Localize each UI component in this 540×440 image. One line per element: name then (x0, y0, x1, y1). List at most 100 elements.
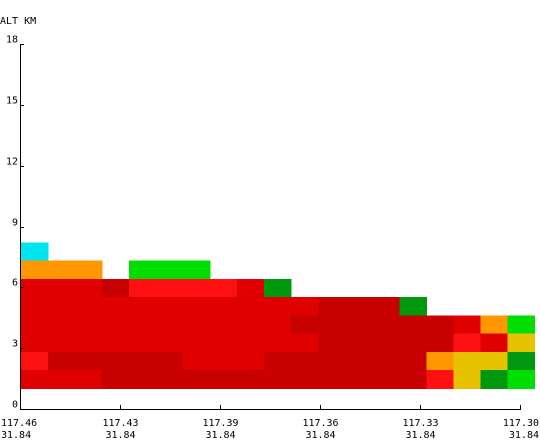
heatmap-cell (129, 333, 157, 353)
y-axis-label: ALT KM (0, 16, 36, 27)
heatmap-cell (75, 315, 103, 334)
heatmap-cell (156, 370, 184, 389)
y-tick-label: 0 (12, 400, 18, 411)
heatmap-cell (129, 297, 157, 316)
heatmap-cell (129, 278, 157, 298)
x-tick-label-lon: 117.46 (1, 418, 37, 429)
heatmap-cell (345, 315, 373, 334)
heatmap-cell (291, 315, 319, 334)
heatmap-cell (507, 370, 535, 389)
heatmap-cell (372, 351, 400, 371)
heatmap-cell (480, 370, 508, 389)
heatmap-cell (21, 333, 49, 353)
heatmap-cell (102, 297, 130, 316)
heatmap-cell (372, 333, 400, 353)
heatmap-cell (507, 315, 535, 334)
heatmap-cell (129, 370, 157, 389)
heatmap-cell (264, 333, 292, 353)
heatmap-cell (345, 370, 373, 389)
heatmap-cell (291, 370, 319, 389)
heatmap-cell (183, 260, 211, 280)
x-tick-label-lon: 117.36 (302, 418, 338, 429)
x-tick-label-lat: 31.84 (509, 430, 539, 440)
y-axis-ticks: 0 3 6 9 12 15 18 (6, 35, 24, 411)
x-tick-label-lon: 117.33 (402, 418, 438, 429)
heatmap-cell (210, 297, 238, 316)
y-tick-label: 18 (6, 35, 18, 46)
heatmap-cell (426, 315, 454, 334)
heatmap-cell (156, 297, 184, 316)
heatmap-cell (156, 260, 184, 280)
heatmap-cell (345, 297, 373, 316)
heatmap-cell (210, 315, 238, 334)
heatmap-cell (48, 260, 76, 280)
heatmap-cell (318, 333, 346, 353)
heatmap-cell (318, 351, 346, 371)
heatmap-cell (480, 333, 508, 353)
heatmap-cell (480, 315, 508, 334)
heatmap-cell (48, 315, 76, 334)
heatmap-cell (48, 333, 76, 353)
heatmap-cell (183, 351, 211, 371)
heatmap-cell (75, 370, 103, 389)
heatmap-cell (399, 315, 427, 334)
heatmap-cell (156, 315, 184, 334)
heatmap-cell (183, 297, 211, 316)
heatmap-cell (21, 370, 49, 389)
heatmap-cell (264, 370, 292, 389)
heatmap-cell (345, 351, 373, 371)
heatmap-cell (507, 333, 535, 353)
heatmap-cell (507, 351, 535, 371)
heatmap-cell (75, 297, 103, 316)
heatmap-cell (21, 351, 49, 371)
heatmap-cell (399, 351, 427, 371)
heatmap-cell (21, 315, 49, 334)
heatmap-cell (318, 315, 346, 334)
heatmap-cell (156, 351, 184, 371)
heatmap-cell (129, 315, 157, 334)
x-tick-label-lon: 117.39 (202, 418, 238, 429)
heatmap-cell (210, 370, 238, 389)
reflectivity-cells (21, 242, 535, 389)
heatmap-cell (237, 315, 265, 334)
heatmap-cell (264, 315, 292, 334)
heatmap-cell (102, 278, 130, 298)
heatmap-cell (102, 315, 130, 334)
heatmap-cell (210, 333, 238, 353)
heatmap-cell (129, 260, 157, 280)
heatmap-cell (480, 351, 508, 371)
heatmap-cell (318, 297, 346, 316)
y-tick-label: 12 (6, 157, 18, 168)
heatmap-cell (291, 297, 319, 316)
heatmap-cell (345, 333, 373, 353)
y-tick-label: 15 (6, 96, 18, 107)
heatmap-cell (426, 370, 454, 389)
heatmap-cell (21, 242, 49, 261)
heatmap-cell (183, 333, 211, 353)
x-tick-label-lat: 31.84 (105, 430, 135, 440)
heatmap-cell (453, 333, 481, 353)
heatmap-cell (21, 278, 49, 298)
heatmap-cell (183, 315, 211, 334)
y-tick-label: 9 (12, 218, 18, 229)
heatmap-cell (426, 351, 454, 371)
x-tick-label-lat: 31.84 (405, 430, 435, 440)
heatmap-cell (237, 297, 265, 316)
heatmap-cell (210, 351, 238, 371)
x-tick-label-lon: 117.43 (102, 418, 138, 429)
heatmap-cell (129, 351, 157, 371)
heatmap-cell (399, 370, 427, 389)
heatmap-cell (48, 278, 76, 298)
heatmap-cell (156, 333, 184, 353)
heatmap-cell (183, 370, 211, 389)
heatmap-cell (48, 370, 76, 389)
heatmap-cell (75, 351, 103, 371)
heatmap-cell (48, 297, 76, 316)
heatmap-cell (21, 260, 49, 280)
heatmap-cell (75, 278, 103, 298)
x-axis-ticks: 117.4631.84117.4331.84117.3931.84117.363… (1, 405, 539, 440)
heatmap-cell (318, 370, 346, 389)
heatmap-cell (399, 333, 427, 353)
heatmap-cell (48, 351, 76, 371)
